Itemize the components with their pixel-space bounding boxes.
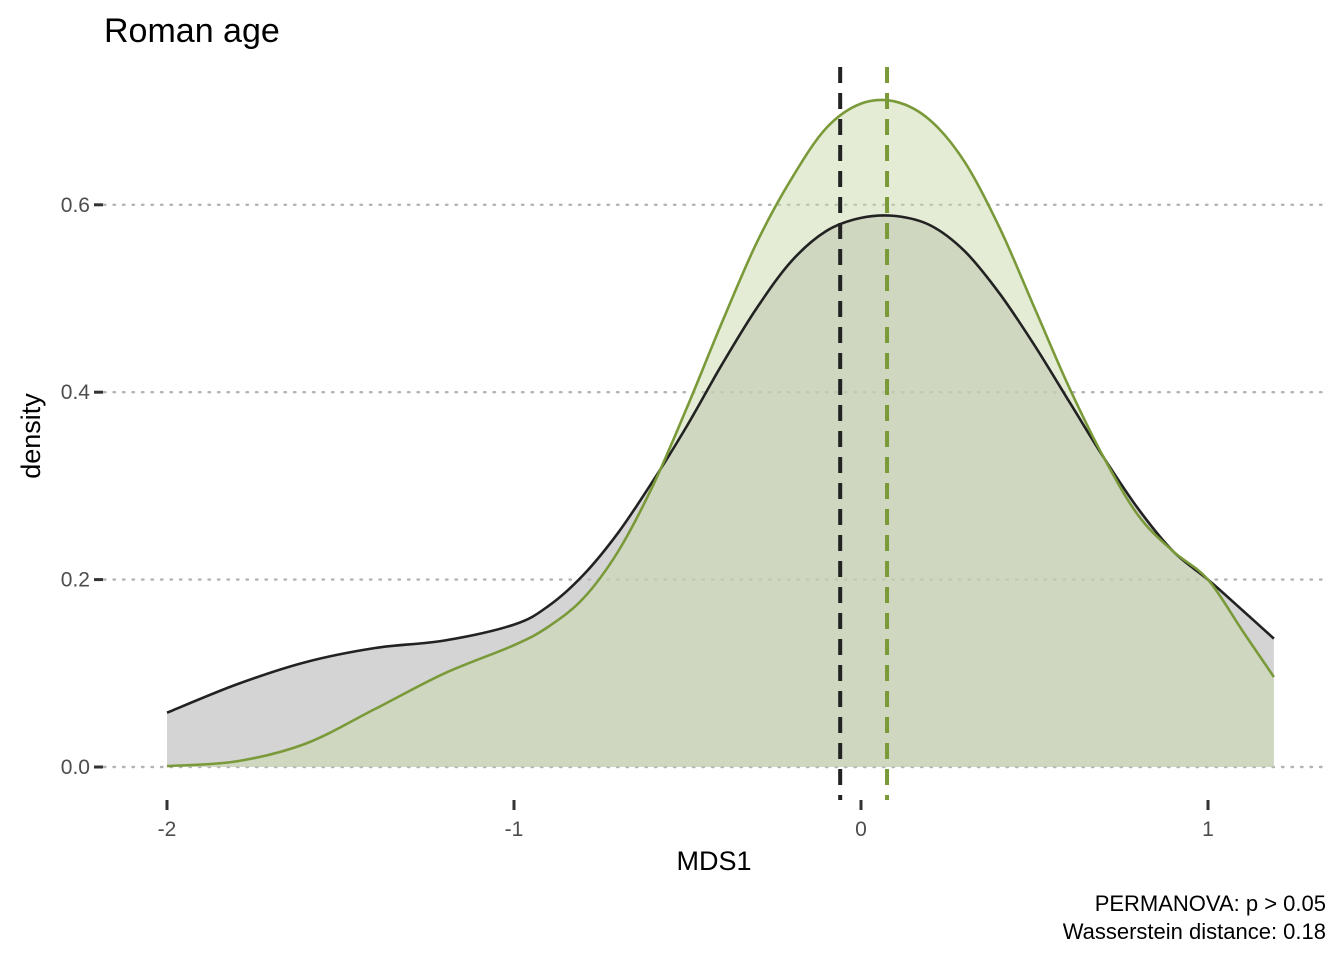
caption-permanova: PERMANOVA: p > 0.05 (1094, 891, 1326, 916)
chart-title: Roman age (104, 12, 280, 50)
x-tick-label: -2 (158, 818, 177, 841)
y-tick-label: 0.6 (61, 194, 90, 217)
x-tick-label: 0 (855, 818, 867, 841)
density-areas (166, 98, 1275, 768)
density-line-series-1 (166, 214, 1275, 714)
y-tick-label: 0.2 (61, 569, 90, 592)
y-axis: 0.0 0.2 0.4 0.6 (61, 194, 103, 779)
x-axis-title: MDS1 (676, 846, 751, 876)
x-axis: -2 -1 0 1 (158, 800, 1214, 841)
caption: PERMANOVA: p > 0.05 Wasserstein distance… (1063, 890, 1326, 946)
y-axis-title: density (16, 393, 46, 479)
y-tick-label: 0.4 (61, 381, 91, 404)
y-tick-label: 0.0 (61, 756, 90, 779)
density-area-series-2 (167, 99, 1274, 767)
mean-lines (838, 67, 890, 800)
x-tick-label: -1 (505, 818, 524, 841)
density-line-series-2 (166, 98, 1275, 768)
x-tick-label: 1 (1202, 818, 1214, 841)
caption-wasserstein: Wasserstein distance: 0.18 (1062, 919, 1326, 944)
